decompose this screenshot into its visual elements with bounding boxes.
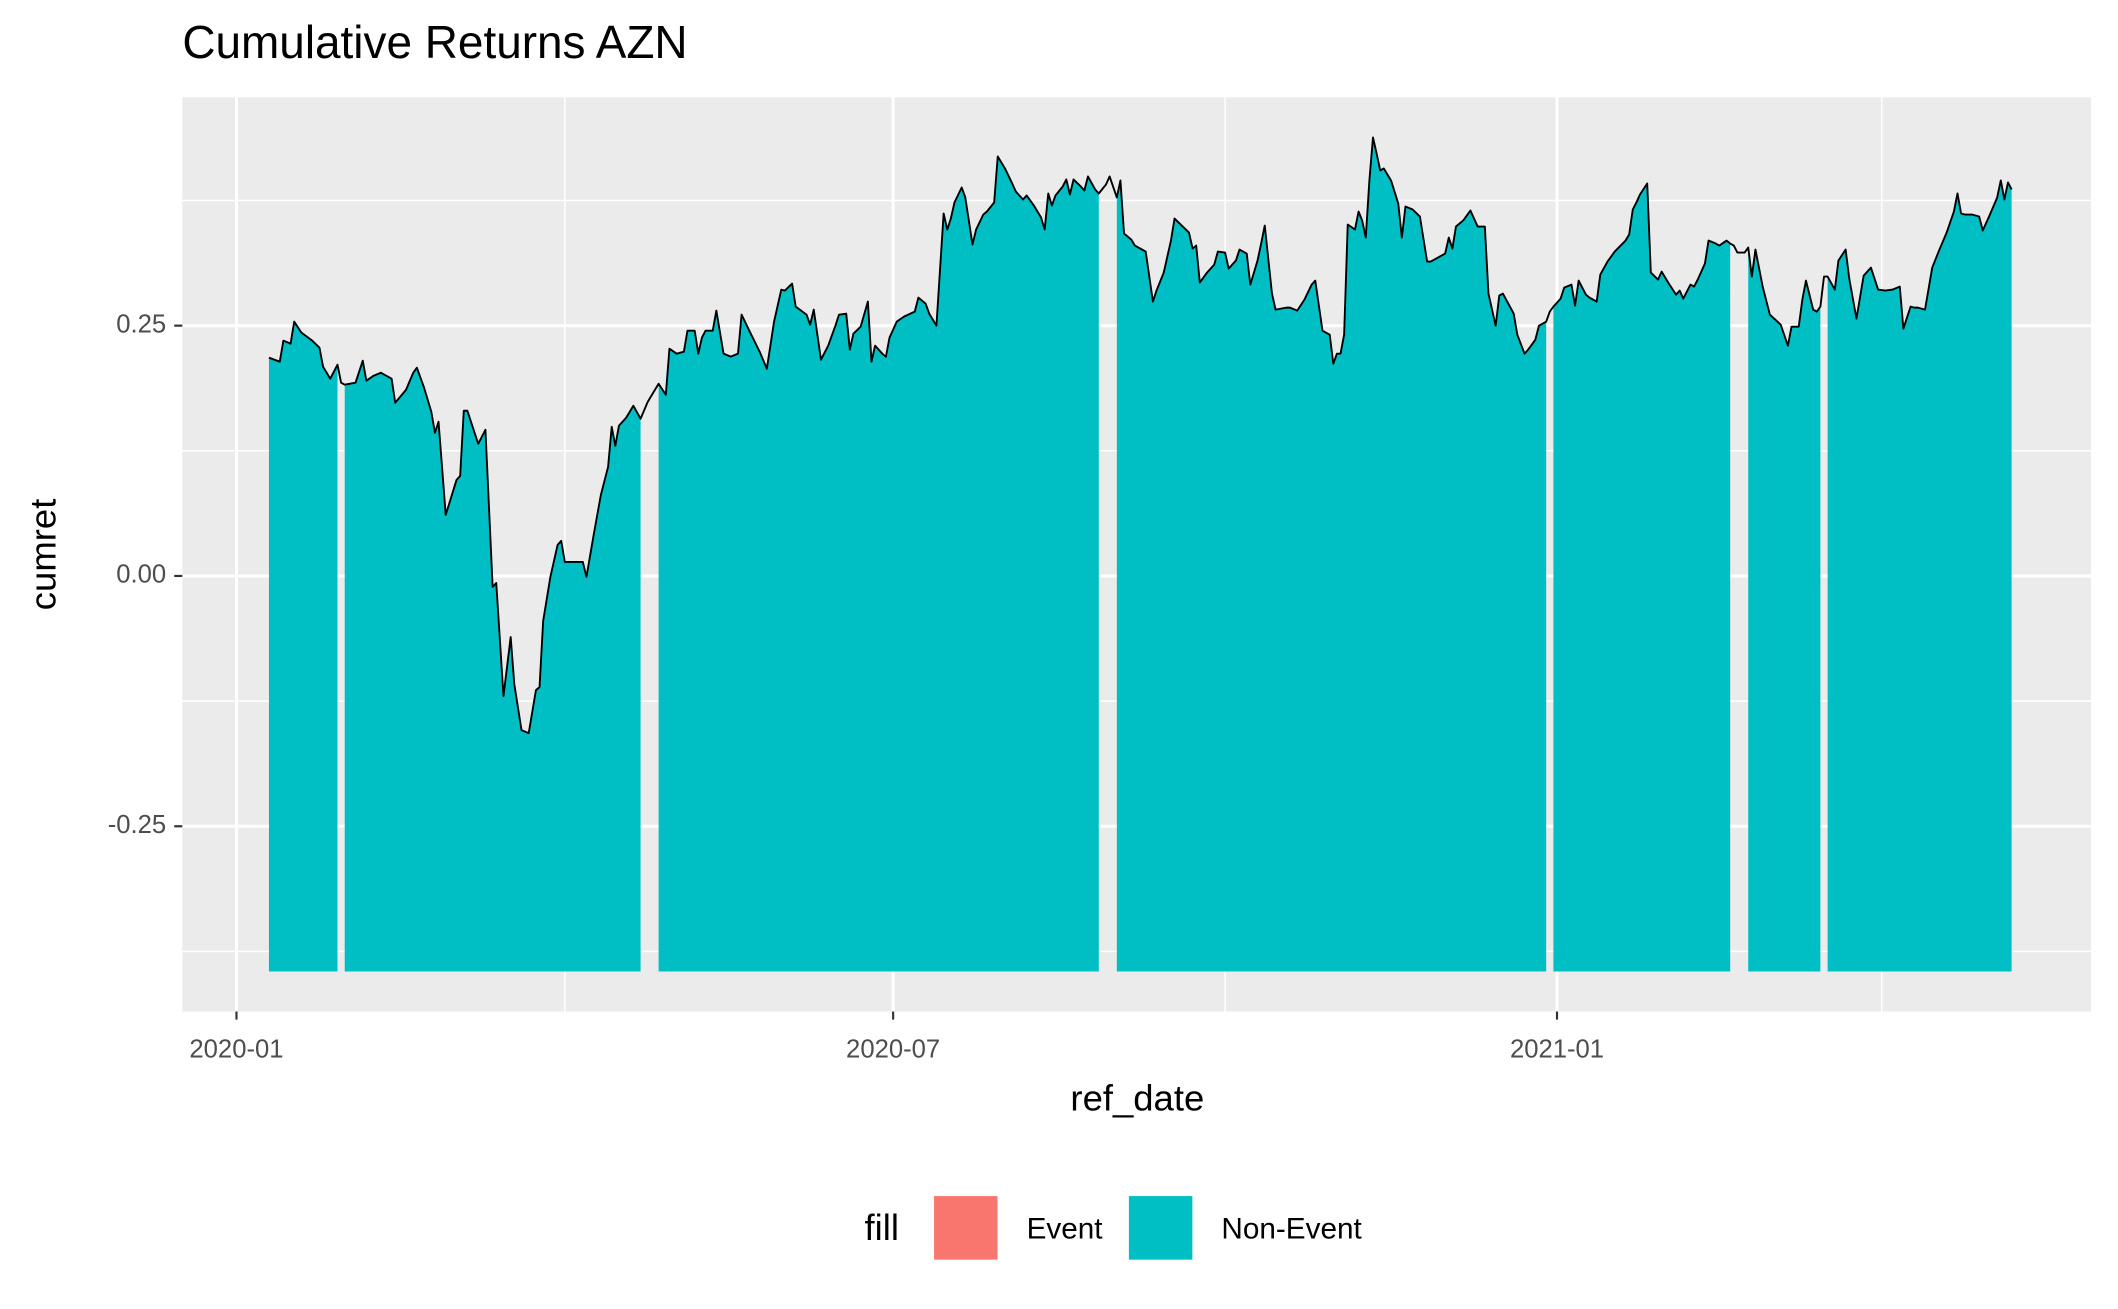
area-segment: [1748, 247, 1821, 972]
y-tick-label: -0.25: [108, 811, 166, 839]
legend-label: Non-Event: [1221, 1212, 1362, 1245]
chart-title: Cumulative Returns AZN: [182, 16, 687, 68]
line: [268, 136, 2013, 735]
legend-label: Event: [1027, 1212, 1104, 1245]
area-segment: [1827, 180, 2012, 972]
y-tick-label: 0.00: [116, 561, 166, 589]
area-segment: [268, 321, 338, 972]
area-segment: [1116, 137, 1547, 972]
y-axis-title: cumret: [23, 499, 64, 611]
legend-key: [1127, 1194, 1194, 1261]
x-tick-label: 2020-01: [189, 1035, 283, 1063]
y-tick-label: 0.25: [116, 310, 166, 338]
x-tick-label: 2020-07: [846, 1035, 940, 1063]
area-segment: [1553, 183, 1731, 972]
area-segment: [344, 360, 641, 972]
x-axis-title: ref_date: [1070, 1077, 1204, 1118]
legend-key: [932, 1194, 999, 1261]
legend-title: fill: [864, 1207, 898, 1248]
x-tick-label: 2021-01: [1510, 1035, 1604, 1063]
